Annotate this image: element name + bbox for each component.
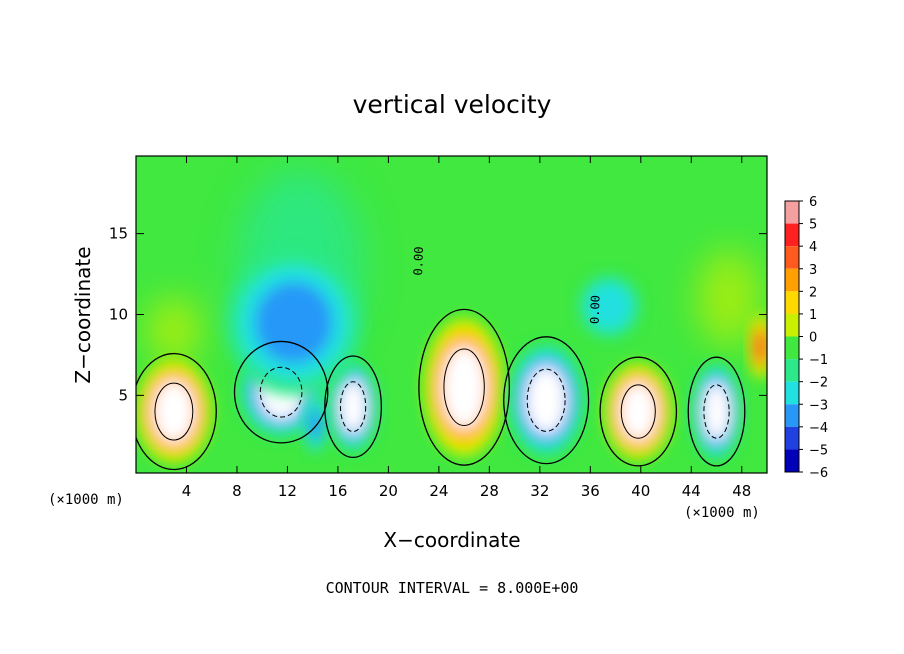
inner-contour-line [443,348,485,427]
bg-patch [697,249,761,347]
zero-contour-line [136,352,217,471]
velocity-cell [302,395,328,454]
colorbar-swatch [785,449,799,472]
y-axis: 5 10 15 [109,225,767,404]
velocity-level [255,282,333,364]
inner-contour-line [339,381,367,433]
x-axis: 4 8 12 16 20 24 28 32 36 40 44 48 [182,156,751,500]
inner-contour-line [703,384,730,439]
velocity-cell [327,361,379,452]
colorbar-tick-label: 6 [809,195,817,210]
contour-label: 0.00 [588,295,603,324]
colorbar-tick-label: 0 [809,331,817,346]
zero-contours: 0.00 0.00 [136,246,746,471]
x-tick-label: 24 [429,482,448,500]
velocity-level [586,283,632,330]
y-tick-label: 15 [109,225,128,243]
x-tick-label: 44 [682,482,701,500]
zero-contour-line [599,356,678,467]
colorbar-tick-label: 5 [809,218,817,233]
chart-title: vertical velocity [353,90,552,119]
y-axis-label: Z−coordinate [71,246,95,383]
velocity-level [308,408,323,441]
colorbar-tick-label: 4 [809,240,817,255]
x-tick-label: 20 [379,482,398,500]
colorbar-tick-label: −6 [809,466,828,481]
x-tick-label: 32 [530,482,549,500]
colorbar-tick-label: −3 [809,398,828,413]
colorbar-swatch [785,291,799,314]
zero-contour-line [503,336,590,465]
zero-contour-line [233,340,329,444]
colorbar: 6 5 4 3 2 1 0 −1 −2 −3 −4 −5 −6 [784,195,828,481]
colorbar-swatch [785,381,799,405]
saturated-core [339,379,367,434]
contour-interval-note: CONTOUR INTERVAL = 8.000E+00 [326,579,579,597]
saturated-core [525,366,567,435]
velocity-cell [508,343,585,457]
velocity-cell [136,359,212,464]
colorbar-swatch [785,313,799,337]
inner-contour-line [526,368,566,432]
contour-label: 0.00 [411,246,426,275]
inner-contour-line [620,384,656,439]
colorbar-swatch [785,426,799,450]
x-tick-label: 4 [182,482,192,500]
colorbar-tick-label: 1 [809,308,817,323]
x-tick-label: 12 [278,482,297,500]
x-tick-label: 28 [480,482,499,500]
velocity-cell [748,314,767,380]
saturated-core [153,380,195,443]
x-axis-label: X−coordinate [383,528,520,552]
x-unit-right: (×1000 m) [684,505,760,521]
saturated-core [619,382,658,441]
colorbar-tick-label: 2 [809,285,817,300]
inner-contour-line [154,382,194,441]
x-tick-label: 16 [328,482,347,500]
colorbar-tick-label: −4 [809,421,828,436]
colorbar-swatch [785,246,799,269]
x-unit-left: (×1000 m) [48,492,124,508]
velocity-cell [423,317,505,457]
saturated-core [441,345,487,430]
velocity-cell [691,363,742,461]
x-tick-label: 40 [631,482,650,500]
x-tick-label: 48 [732,482,751,500]
colorbar-swatch [785,336,799,360]
colorbar-tick-label: 3 [809,263,817,278]
saturated-core [702,382,731,441]
colorbar-tick-label: −2 [809,376,828,391]
colorbar-tick-label: −1 [809,353,828,368]
velocity-cell [224,249,364,396]
colorbar-swatch [785,223,799,247]
zero-contour-line [687,356,746,467]
plot-area: 0.00 0.00 [136,156,767,473]
colorbar-swatch [785,404,799,427]
colorbar-swatch [785,268,799,292]
colorbar-swatch [785,201,799,224]
bg-patch [148,298,200,364]
velocity-cell [577,274,641,339]
y-tick-label: 10 [109,306,128,324]
velocity-cell [604,363,673,461]
x-tick-label: 36 [581,482,600,500]
colorbar-swatch [785,359,799,382]
zero-contour-line [324,355,382,459]
x-tick-label: 8 [232,482,242,500]
y-tick-label: 5 [118,386,128,404]
velocity-level [754,332,767,362]
zero-contour-line [418,308,511,466]
inner-contour-line [259,366,303,418]
colorbar-tick-label: −5 [809,443,828,458]
